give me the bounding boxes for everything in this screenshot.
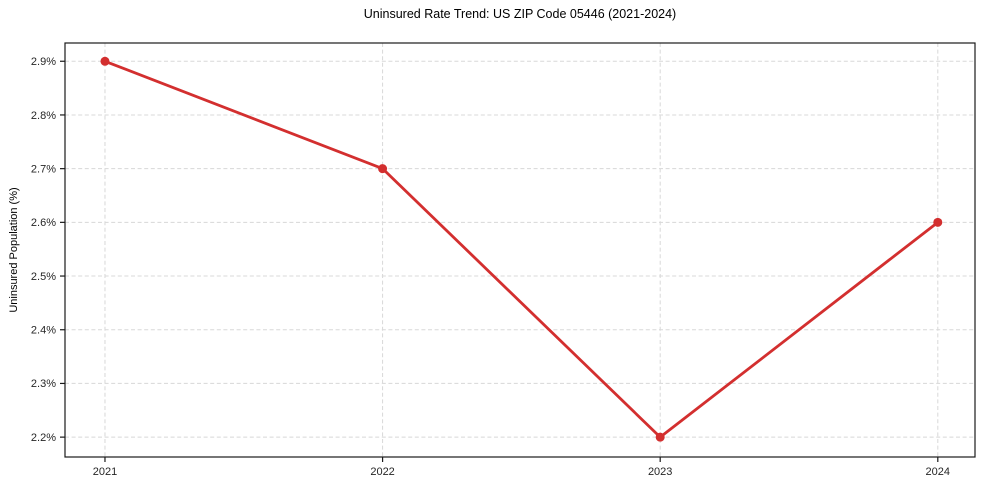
data-point-marker — [933, 217, 943, 227]
trend-line — [103, 59, 940, 439]
plot-border — [64, 42, 976, 458]
y-tick-label: 2.4% — [31, 325, 56, 337]
x-tick-label: 2023 — [648, 466, 672, 478]
y-tick-label: 2.9% — [31, 56, 56, 68]
x-tick-label: 2024 — [926, 466, 950, 478]
x-tick-label: 2021 — [93, 466, 117, 478]
y-tick-label: 2.2% — [31, 432, 56, 444]
y-tick-label: 2.3% — [31, 378, 56, 390]
data-point-marker — [655, 432, 665, 442]
y-tick-label: 2.8% — [31, 110, 56, 122]
y-tick-label: 2.7% — [31, 163, 56, 175]
chart-title: Uninsured Rate Trend: US ZIP Code 05446 … — [363, 7, 677, 21]
y-tick-label: 2.5% — [31, 271, 56, 283]
x-tick-label: 2022 — [370, 466, 394, 478]
y-tick-label: 2.6% — [31, 217, 56, 229]
data-point-marker — [100, 56, 110, 66]
data-point-marker — [378, 164, 388, 174]
